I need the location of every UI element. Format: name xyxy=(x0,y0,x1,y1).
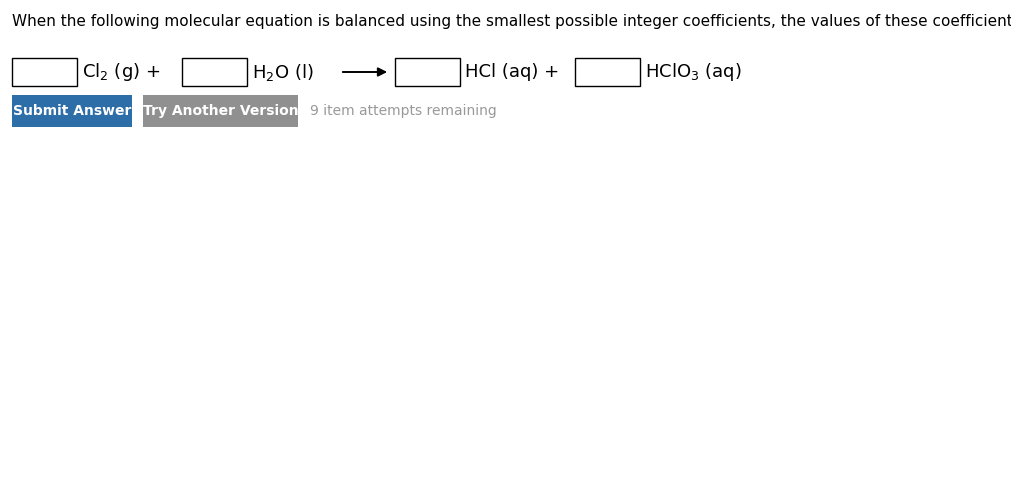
Text: HClO$_3$ (aq): HClO$_3$ (aq) xyxy=(645,61,742,83)
Bar xyxy=(182,58,247,86)
Text: Submit Answer: Submit Answer xyxy=(13,104,131,118)
Bar xyxy=(575,58,640,86)
Text: When the following molecular equation is balanced using the smallest possible in: When the following molecular equation is… xyxy=(12,14,1011,29)
Text: Try Another Version: Try Another Version xyxy=(143,104,298,118)
Text: Cl$_2$ (g) +: Cl$_2$ (g) + xyxy=(82,61,161,83)
Bar xyxy=(395,58,460,86)
Text: HCl (aq) +: HCl (aq) + xyxy=(465,63,559,81)
Bar xyxy=(12,58,77,86)
Bar xyxy=(12,95,132,127)
Text: H$_2$O (l): H$_2$O (l) xyxy=(252,62,313,83)
Bar xyxy=(143,95,298,127)
Text: 9 item attempts remaining: 9 item attempts remaining xyxy=(310,104,496,118)
